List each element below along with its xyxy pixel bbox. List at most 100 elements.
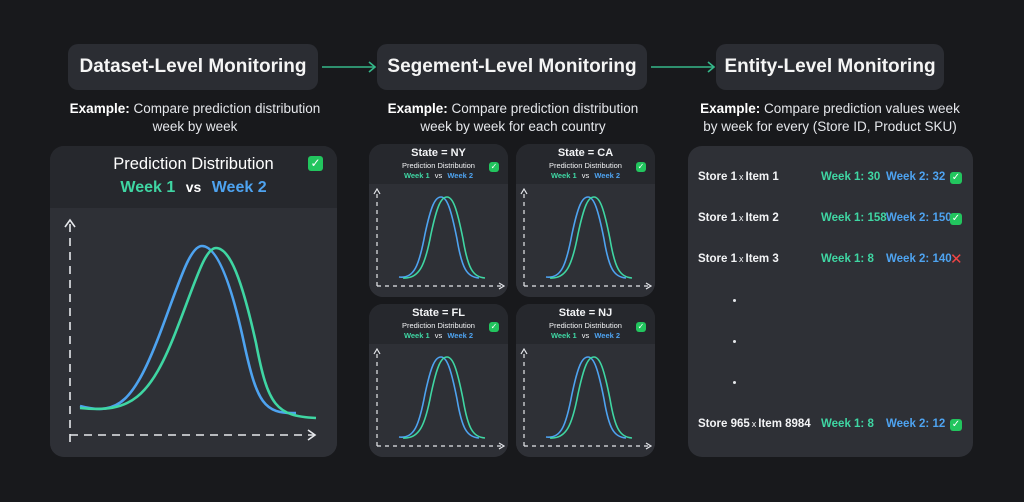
segment-state: State = NY bbox=[411, 147, 466, 159]
week2-curve bbox=[545, 196, 627, 279]
legend-week1: Week 1 bbox=[403, 171, 430, 180]
cross-icon: ✕ bbox=[950, 251, 963, 268]
stage-example-entity: Example: Compare prediction values week … bbox=[680, 100, 980, 136]
stage-title-entity-label: Entity-Level Monitoring bbox=[724, 56, 936, 77]
legend-week1: Week 1 bbox=[550, 171, 577, 180]
segment-legend: Week 1 vs Week 2 bbox=[516, 171, 655, 180]
example-label: Example: bbox=[700, 101, 761, 116]
dataset-panel: Prediction Distribution ✓ Week 1 vs Week… bbox=[50, 146, 337, 457]
segment-subtitle: Prediction Distribution bbox=[402, 161, 475, 170]
week2-curve bbox=[545, 356, 627, 439]
entity-store: Store 965 bbox=[698, 418, 750, 430]
check-icon: ✓ bbox=[489, 162, 499, 172]
segment-chart bbox=[520, 187, 653, 290]
segment-panel-ca: State = CA Prediction Distribution Week … bbox=[516, 144, 655, 297]
legend-week1: Week 1 bbox=[403, 331, 430, 340]
segment-panel-body bbox=[516, 184, 655, 297]
entity-item: Item 1 bbox=[745, 171, 779, 183]
entity-x: x bbox=[739, 254, 744, 264]
entity-x: x bbox=[739, 213, 744, 223]
entity-item: Item 3 bbox=[745, 253, 779, 265]
y-axis-arrow bbox=[520, 347, 528, 355]
stage-title-entity: Entity-Level Monitoring bbox=[716, 44, 944, 90]
check-icon: ✓ bbox=[308, 156, 323, 171]
entity-store: Store 1 bbox=[698, 212, 737, 224]
check-icon: ✓ bbox=[636, 162, 646, 172]
entity-store: Store 1 bbox=[698, 253, 737, 265]
segment-state: State = CA bbox=[557, 147, 614, 159]
entity-week1-value: Week 1: 8 bbox=[821, 418, 874, 430]
y-axis-arrow bbox=[373, 347, 381, 355]
x-axis-arrow bbox=[645, 282, 653, 290]
week1-curve bbox=[549, 196, 633, 279]
x-axis-arrow bbox=[645, 442, 653, 450]
y-axis-arrow bbox=[373, 187, 381, 195]
entity-item: Item 2 bbox=[745, 212, 779, 224]
dataset-panel-body bbox=[50, 208, 337, 457]
ellipsis-dot bbox=[733, 299, 736, 302]
week1-curve bbox=[79, 246, 317, 420]
example-text: Compare prediction distribution bbox=[133, 101, 321, 116]
x-axis-arrow bbox=[498, 442, 506, 450]
ellipsis-dot bbox=[733, 381, 736, 384]
entity-row-label: Store 965 x Item 8984 bbox=[698, 418, 811, 430]
stage-title-segment: Segement-Level Monitoring bbox=[377, 44, 647, 90]
x-axis-arrow bbox=[307, 429, 317, 441]
stage-title-segment-label: Segement-Level Monitoring bbox=[387, 56, 637, 77]
segment-legend: Week 1 vs Week 2 bbox=[369, 331, 508, 340]
example-text: Compare prediction distribution bbox=[451, 101, 639, 116]
check-icon: ✓ bbox=[950, 419, 962, 431]
entity-week1-value: Week 1: 158 bbox=[821, 212, 887, 224]
segment-panel-fl: State = FL Prediction Distribution Week … bbox=[369, 304, 508, 457]
arrow-icon bbox=[651, 61, 716, 73]
entity-item: Item 8984 bbox=[758, 418, 811, 430]
stage-title-dataset-label: Dataset-Level Monitoring bbox=[79, 56, 307, 77]
entity-week2-value: Week 2: 140 bbox=[886, 253, 952, 265]
dataset-panel-title-text: Prediction Distribution bbox=[113, 155, 274, 173]
segment-subtitle: Prediction Distribution bbox=[402, 321, 475, 330]
x-axis-arrow bbox=[498, 282, 506, 290]
example-text: by week for every (Store ID, Product SKU… bbox=[703, 119, 957, 134]
legend-week2: Week 2 bbox=[594, 331, 621, 340]
entity-panel: Store 1 x Item 1 Week 1: 30 Week 2: 32 ✓ S… bbox=[688, 146, 973, 457]
segment-chart bbox=[373, 347, 506, 450]
segment-subtitle: Prediction Distribution bbox=[549, 321, 622, 330]
legend-vs: vs bbox=[581, 331, 590, 340]
segment-panel-header: State = NJ Prediction Distribution Week … bbox=[516, 304, 655, 344]
week2-curve bbox=[398, 196, 480, 279]
example-text: Compare prediction values week bbox=[763, 101, 960, 116]
segment-panel-nj: State = NJ Prediction Distribution Week … bbox=[516, 304, 655, 457]
dataset-panel-header: Prediction Distribution ✓ Week 1 vs Week… bbox=[50, 146, 337, 208]
y-axis-arrow bbox=[520, 187, 528, 195]
week2-curve bbox=[398, 356, 480, 439]
entity-week1-value: Week 1: 30 bbox=[821, 171, 881, 183]
segment-legend: Week 1 vs Week 2 bbox=[516, 331, 655, 340]
check-icon: ✓ bbox=[489, 322, 499, 332]
ellipsis-dot bbox=[733, 340, 736, 343]
legend-vs: vs bbox=[581, 171, 590, 180]
check-icon: ✓ bbox=[636, 322, 646, 332]
week1-curve bbox=[549, 356, 633, 439]
dataset-panel-legend: Week 1 vs Week 2 bbox=[50, 179, 337, 197]
segment-panel-body bbox=[369, 344, 508, 457]
check-icon: ✓ bbox=[950, 172, 962, 184]
entity-store: Store 1 bbox=[698, 171, 737, 183]
dataset-panel-title: Prediction Distribution bbox=[50, 155, 337, 174]
week2-curve bbox=[79, 244, 297, 415]
example-text: week by week for each country bbox=[420, 119, 606, 134]
entity-row-label: Store 1 x Item 1 bbox=[698, 171, 779, 183]
segment-panel-header: State = CA Prediction Distribution Week … bbox=[516, 144, 655, 184]
stage-example-dataset: Example: Compare prediction distribution… bbox=[40, 100, 350, 136]
legend-week2: Week 2 bbox=[447, 331, 474, 340]
example-text: week by week bbox=[152, 119, 238, 134]
entity-week2-value: Week 2: 12 bbox=[886, 418, 946, 430]
legend-week1: Week 1 bbox=[550, 331, 577, 340]
segment-subtitle: Prediction Distribution bbox=[549, 161, 622, 170]
entity-week2-value: Week 2: 32 bbox=[886, 171, 946, 183]
legend-week2: Week 2 bbox=[211, 179, 267, 196]
legend-vs: vs bbox=[434, 331, 443, 340]
stage-example-segment: Example: Compare prediction distribution… bbox=[358, 100, 668, 136]
entity-x: x bbox=[751, 419, 757, 429]
week1-curve bbox=[402, 356, 486, 439]
entity-row-label: Store 1 x Item 3 bbox=[698, 253, 779, 265]
